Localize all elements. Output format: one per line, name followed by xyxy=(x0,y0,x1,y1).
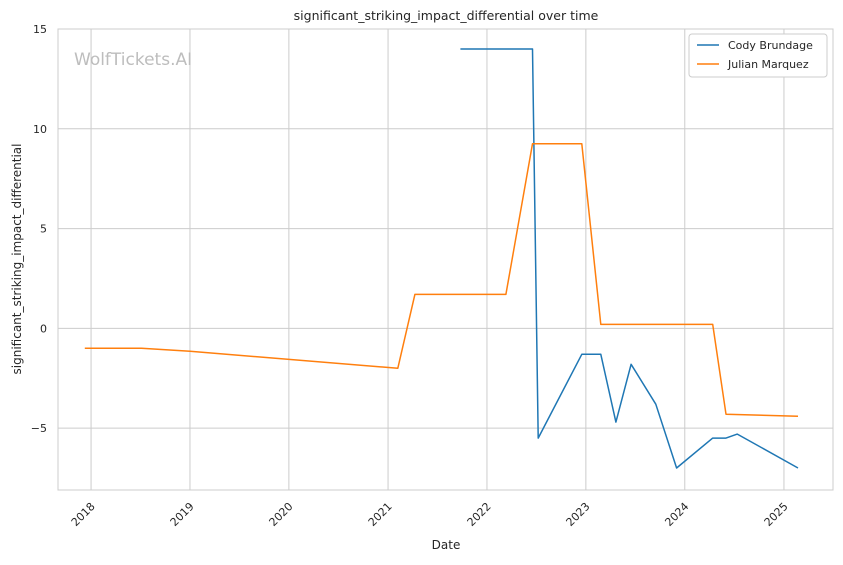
y-axis-ticks: −5 0 5 10 15 xyxy=(31,23,47,435)
series-layer xyxy=(84,48,799,469)
x-axis-label: Date xyxy=(432,538,461,552)
grid xyxy=(58,29,833,490)
legend-box xyxy=(688,33,828,78)
y-tick-label: 10 xyxy=(33,123,47,136)
x-tick-label: 2018 xyxy=(69,500,98,529)
x-tick-label: 2021 xyxy=(366,500,395,529)
y-axis-label: significant_striking_impact_differential xyxy=(10,144,24,375)
x-tick-label: 2022 xyxy=(465,500,494,529)
x-tick-label: 2023 xyxy=(564,500,593,529)
x-axis-ticks: 2018 2019 2020 2021 2022 2023 2024 2025 xyxy=(69,500,791,529)
chart-title: significant_striking_impact_differential… xyxy=(294,8,599,23)
legend-label-julian-marquez: Julian Marquez xyxy=(727,58,809,71)
x-tick-label: 2024 xyxy=(662,500,691,529)
y-tick-label: 0 xyxy=(40,322,47,335)
x-tick-label: 2020 xyxy=(267,500,296,529)
y-tick-label: −5 xyxy=(31,422,47,435)
watermark: WolfTickets.AI xyxy=(74,50,192,70)
legend-label-cody-brundage: Cody Brundage xyxy=(728,39,813,52)
y-tick-label: 15 xyxy=(33,23,47,36)
plot-area xyxy=(57,28,834,491)
series-line-julian-marquez xyxy=(84,143,799,417)
series-line-cody-brundage xyxy=(460,48,799,469)
y-tick-label: 5 xyxy=(40,223,47,236)
x-tick-label: 2019 xyxy=(168,500,197,529)
x-tick-label: 2025 xyxy=(762,500,791,529)
legend: Cody Brundage Julian Marquez xyxy=(688,33,828,78)
